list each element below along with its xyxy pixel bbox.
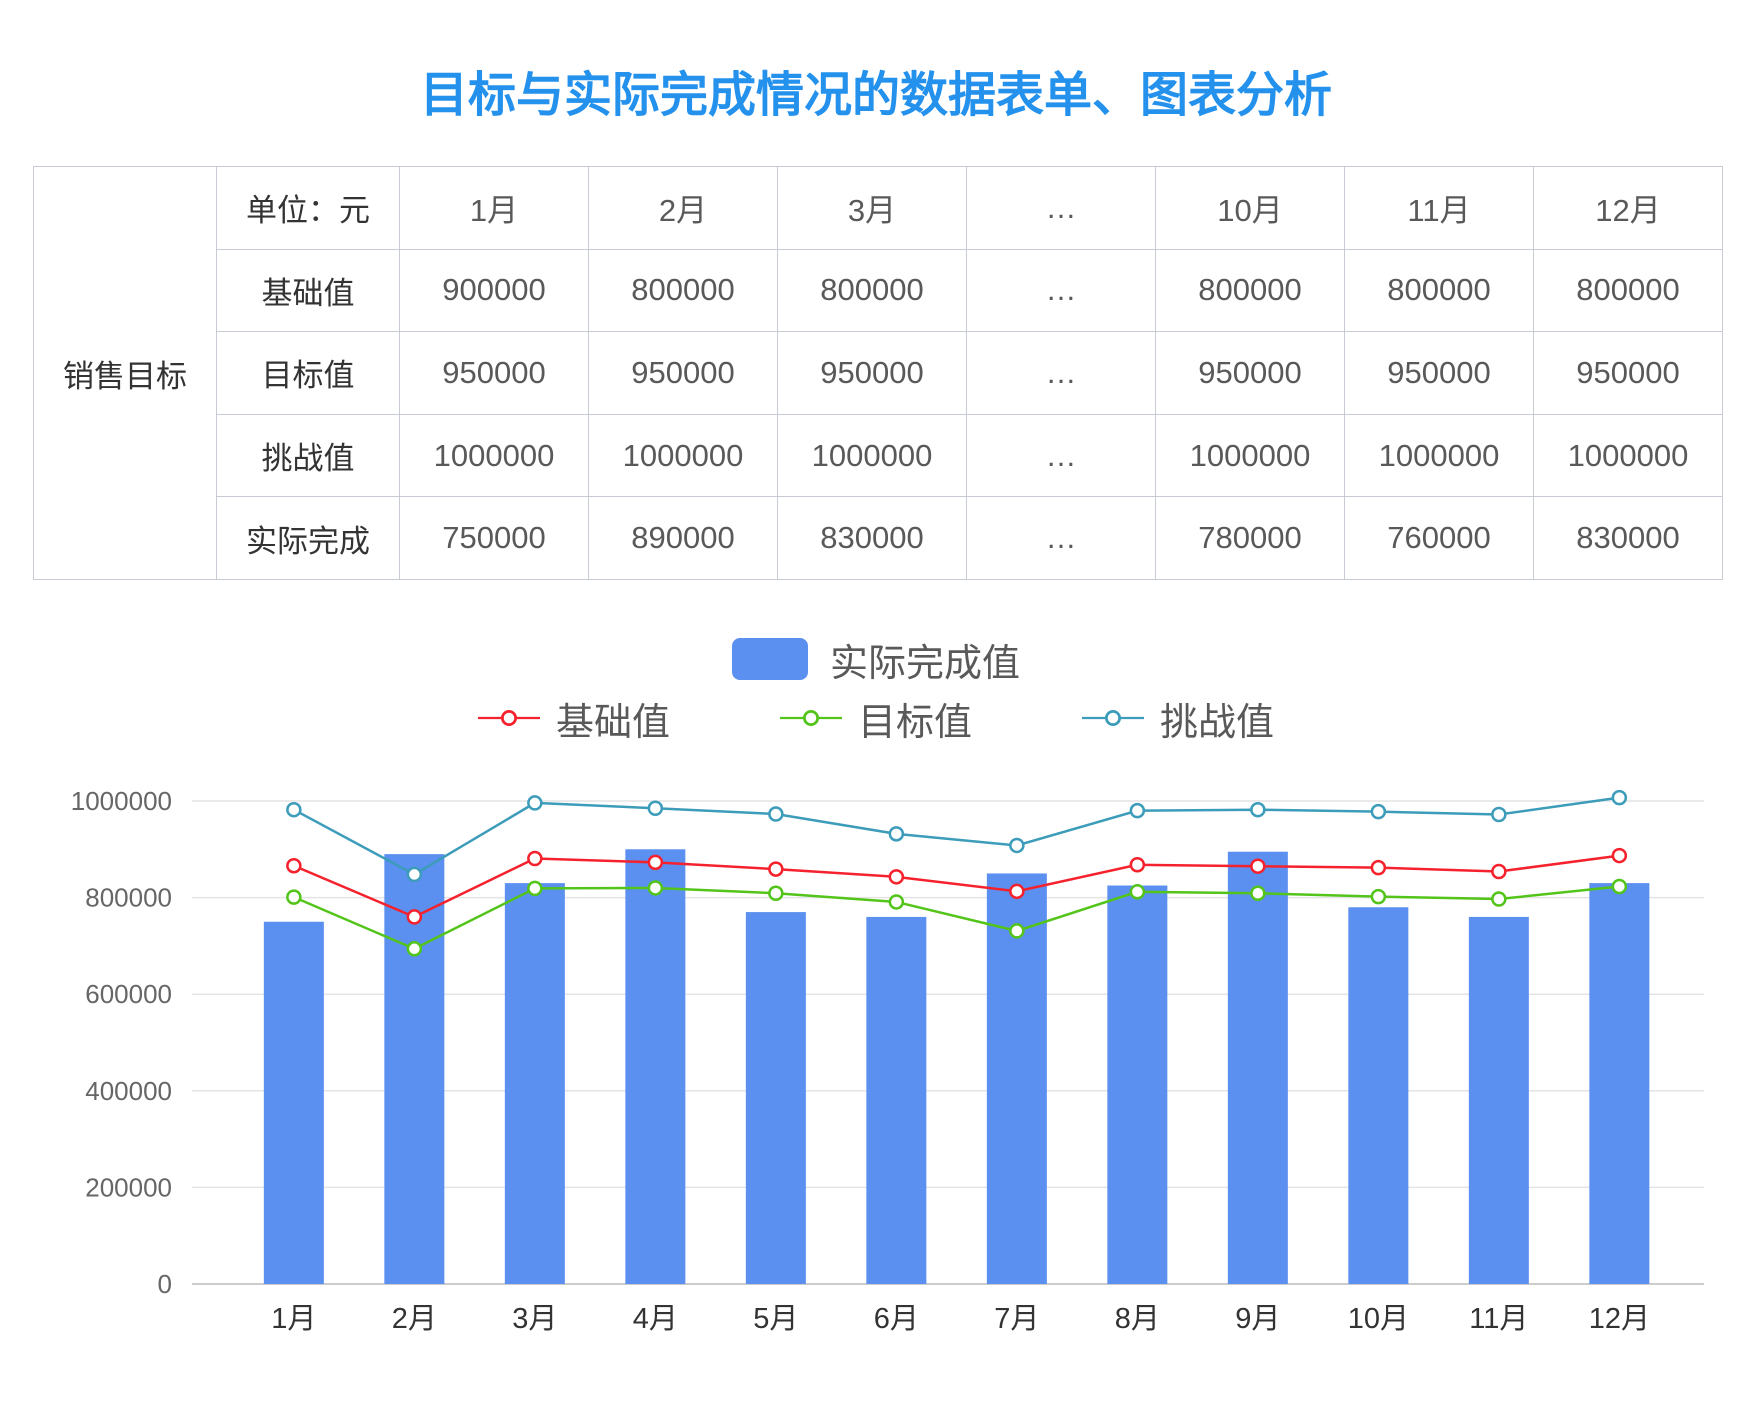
svg-text:800000: 800000 xyxy=(85,883,172,913)
svg-text:400000: 400000 xyxy=(85,1076,172,1106)
svg-text:1月: 1月 xyxy=(271,1303,316,1335)
svg-text:10月: 10月 xyxy=(1348,1303,1409,1335)
svg-text:5月: 5月 xyxy=(753,1303,798,1335)
svg-text:2月: 2月 xyxy=(392,1303,437,1335)
svg-text:200000: 200000 xyxy=(85,1172,172,1202)
svg-text:7月: 7月 xyxy=(994,1303,1039,1335)
svg-text:600000: 600000 xyxy=(85,979,172,1009)
svg-text:0: 0 xyxy=(158,1269,172,1299)
svg-text:9月: 9月 xyxy=(1235,1303,1280,1335)
svg-text:1000000: 1000000 xyxy=(71,790,172,816)
svg-text:11月: 11月 xyxy=(1469,1303,1528,1335)
svg-text:8月: 8月 xyxy=(1115,1303,1160,1335)
svg-text:3月: 3月 xyxy=(512,1303,557,1335)
svg-text:6月: 6月 xyxy=(874,1303,919,1335)
svg-text:12月: 12月 xyxy=(1589,1303,1650,1335)
svg-text:4月: 4月 xyxy=(633,1303,678,1335)
